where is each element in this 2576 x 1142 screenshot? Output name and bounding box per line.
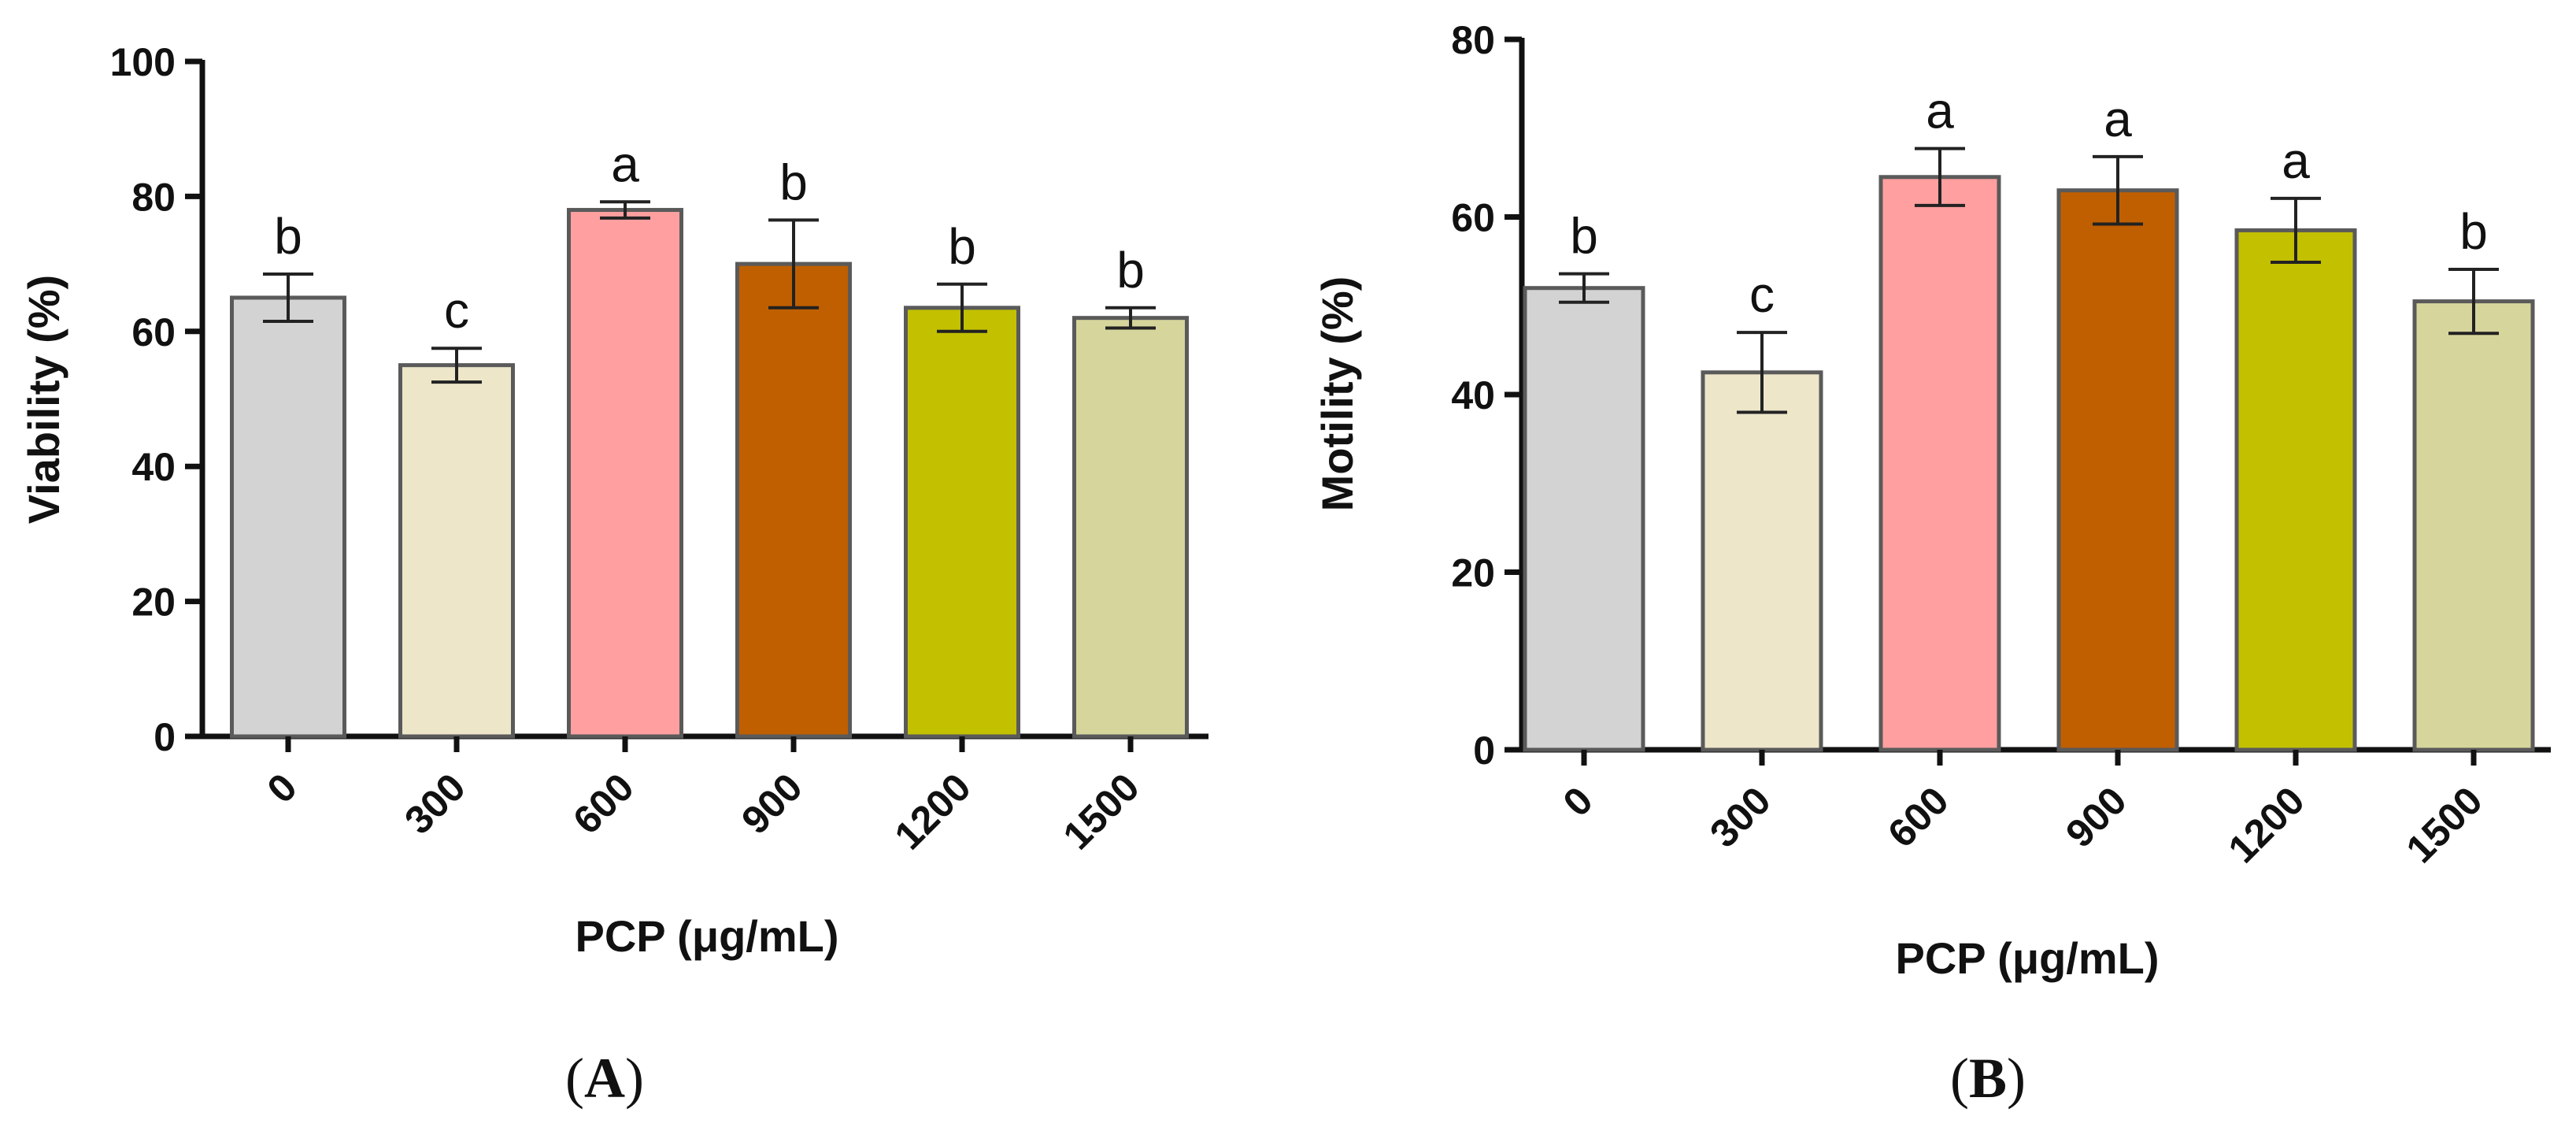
y-tick-label: 80	[131, 175, 176, 219]
x-tick-label: 300	[396, 765, 474, 843]
y-tick-label: 60	[131, 310, 176, 354]
significance-letter: b	[274, 208, 302, 265]
significance-letter: c	[1749, 266, 1775, 323]
significance-letter: b	[1570, 208, 1598, 265]
x-tick-label: 600	[564, 765, 642, 843]
x-tick-label: 0	[1555, 778, 1601, 825]
significance-letter: b	[1116, 242, 1145, 298]
y-tick-label: 40	[131, 445, 176, 489]
y-tick-label: 0	[154, 715, 176, 759]
significance-letter: a	[2104, 91, 2132, 147]
y-axis-title: Motility (%)	[1312, 276, 1362, 512]
y-tick-label: 80	[1451, 18, 1495, 62]
bar-1200	[2234, 228, 2357, 752]
x-tick-label: 1500	[1055, 765, 1148, 858]
y-axis-title: Viability (%)	[19, 275, 68, 524]
bar-600	[1878, 175, 2001, 752]
significance-letter: b	[779, 154, 808, 210]
significance-letter: b	[948, 218, 976, 275]
significance-letter: c	[444, 282, 469, 339]
bar-900	[735, 261, 852, 739]
x-tick-label: 900	[733, 765, 811, 843]
x-axis-title: PCP (μg/mL)	[1895, 933, 2159, 983]
x-tick-label: 300	[1701, 778, 1779, 856]
significance-letter: a	[1926, 83, 1954, 139]
x-tick-label: 0	[259, 765, 305, 811]
x-tick-label: 1200	[886, 765, 979, 858]
panel-label: (A)	[565, 1047, 644, 1110]
x-tick-label: 1500	[2398, 778, 2491, 871]
bar-0	[230, 295, 346, 739]
y-tick-label: 20	[1451, 551, 1495, 595]
x-tick-label: 600	[1879, 778, 1957, 856]
significance-letter: a	[611, 135, 639, 192]
significance-letter: b	[2459, 203, 2488, 260]
bar-900	[2056, 188, 2179, 752]
bar-1500	[1072, 316, 1189, 739]
x-tick-label: 900	[2057, 778, 2135, 856]
y-tick-label: 60	[1451, 196, 1495, 240]
y-tick-label: 20	[131, 580, 176, 625]
y-tick-label: 0	[1473, 729, 1495, 773]
bar-300	[1701, 370, 1823, 752]
bar-600	[567, 208, 683, 739]
panel-label: (B)	[1950, 1047, 2026, 1110]
bar-300	[398, 363, 515, 739]
chart-panel-b: 0 20 40 60 80 b 0 c 300 a 600 a 900 a 1200 b 1500 Motilit…	[1312, 18, 2551, 1110]
y-tick-label: 100	[110, 40, 176, 84]
bar-0	[1523, 286, 1645, 752]
significance-letter: a	[2282, 132, 2310, 189]
chart-panel-a: 0 20 40 60 80 100 b 0 c 300 a 600 b 900 b 1200 b 1500 Viab…	[19, 40, 1208, 1110]
bar-1500	[2412, 299, 2535, 752]
x-tick-label: 1200	[2220, 778, 2313, 871]
y-tick-label: 40	[1451, 373, 1495, 417]
x-axis-title: PCP (μg/mL)	[575, 911, 838, 961]
bar-1200	[904, 306, 1020, 739]
